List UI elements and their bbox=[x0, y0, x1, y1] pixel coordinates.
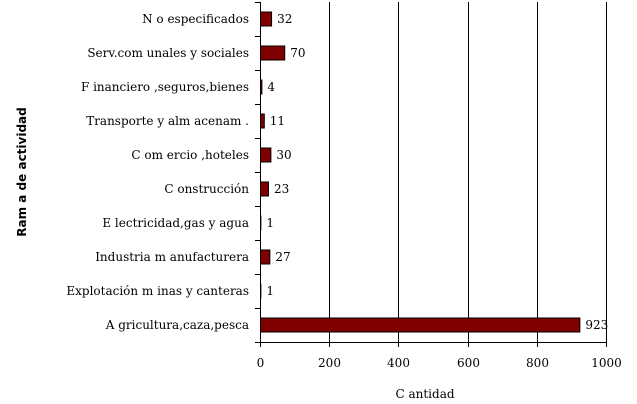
x-tick-label-200: 200 bbox=[318, 356, 341, 370]
gridlines bbox=[329, 2, 607, 342]
y-axis-title: Ram a de actividad bbox=[15, 107, 29, 236]
data-label-5: 23 bbox=[274, 182, 289, 196]
category-label-3: Transporte y alm acenam . bbox=[86, 114, 249, 128]
x-tick-label-400: 400 bbox=[387, 356, 410, 370]
labels: N o especificados 32 Serv.com unales y soc… bbox=[66, 12, 621, 370]
bars bbox=[260, 11, 581, 333]
category-label-5: C onstrucción bbox=[164, 182, 249, 196]
data-label-9: 923 bbox=[585, 318, 608, 332]
category-label-4: C om ercio ,hoteles bbox=[131, 148, 249, 162]
category-label-6: E lectricidad,gas y agua bbox=[102, 216, 249, 230]
data-label-4: 30 bbox=[276, 148, 291, 162]
category-label-0: N o especificados bbox=[142, 12, 249, 26]
data-label-7: 27 bbox=[275, 250, 290, 264]
bar-0 bbox=[260, 11, 273, 27]
category-label-7: Industria m anufacturera bbox=[95, 250, 249, 264]
data-label-6: 1 bbox=[266, 216, 274, 230]
bar-7 bbox=[260, 249, 271, 265]
data-label-1: 70 bbox=[290, 46, 305, 60]
x-axis-title: C antidad bbox=[395, 387, 454, 401]
x-tick-label-0: 0 bbox=[257, 356, 265, 370]
x-tick-label-600: 600 bbox=[457, 356, 480, 370]
category-label-2: F inanciero ,seguros,bienes bbox=[81, 80, 249, 94]
bar-5 bbox=[260, 181, 269, 197]
category-label-9: A gricultura,caza,pesca bbox=[105, 318, 249, 332]
category-label-1: Serv.com unales y sociales bbox=[87, 46, 249, 60]
x-tick-label-800: 800 bbox=[526, 356, 549, 370]
data-label-2: 4 bbox=[267, 80, 275, 94]
bar-1 bbox=[260, 45, 286, 61]
bar-4 bbox=[260, 147, 272, 163]
axes bbox=[255, 2, 607, 347]
data-label-3: 11 bbox=[270, 114, 285, 128]
x-tick-label-1000: 1000 bbox=[591, 356, 622, 370]
data-label-0: 32 bbox=[277, 12, 292, 26]
bar-3 bbox=[260, 113, 265, 129]
category-label-8: Explotación m inas y canteras bbox=[66, 284, 249, 298]
data-label-8: 1 bbox=[266, 284, 274, 298]
bar-9 bbox=[260, 317, 581, 333]
